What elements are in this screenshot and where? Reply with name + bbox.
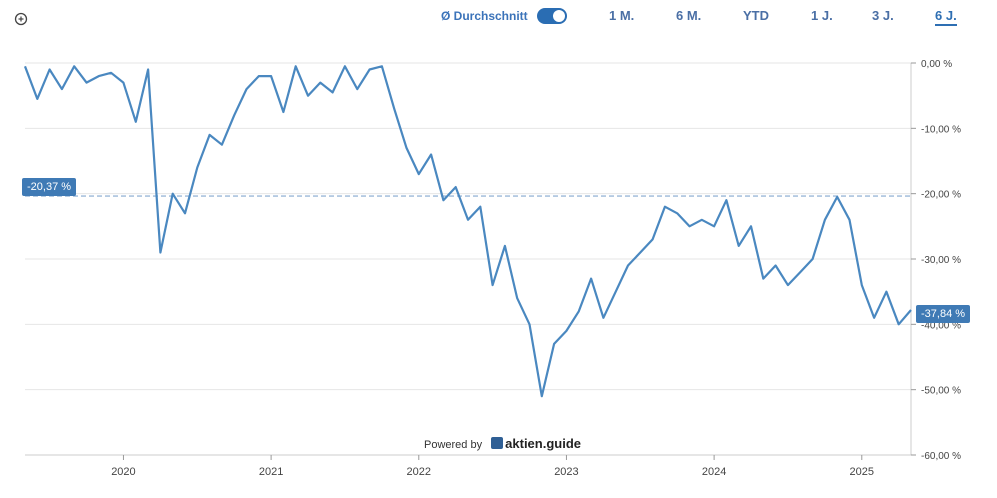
- y-tick-label: -30,00 %: [921, 255, 961, 266]
- y-axis-ticks: 0,00 % -10,00 % -20,00 % -30,00 % -40,00 % -5…: [911, 59, 961, 462]
- range-3y-button[interactable]: 3 J.: [872, 8, 894, 23]
- brand-name[interactable]: aktien.guide: [505, 436, 582, 451]
- powered-by-text: Powered by: [424, 439, 483, 451]
- range-1m-button[interactable]: 1 M.: [609, 8, 635, 23]
- toggle-knob: [553, 10, 565, 22]
- series-line: [23, 65, 912, 398]
- x-tick-label: 2025: [850, 466, 874, 478]
- grid-lines: [25, 62, 912, 456]
- range-6y-button[interactable]: 6 J.: [935, 8, 957, 26]
- powered-by: Powered by aktien.guide: [424, 436, 581, 451]
- range-6m-button[interactable]: 6 M.: [676, 8, 702, 23]
- x-tick-label: 2021: [259, 466, 283, 478]
- x-tick-label: 2024: [702, 466, 726, 478]
- y-tick-label: -10,00 %: [921, 124, 961, 135]
- y-tick-label: -50,00 %: [921, 386, 961, 397]
- x-tick-label: 2020: [111, 466, 135, 478]
- current-value-badge: -37,84 %: [916, 305, 971, 323]
- average-value-badge: -20,37 %: [22, 178, 77, 196]
- average-toggle[interactable]: [537, 8, 567, 24]
- range-ytd-button[interactable]: YTD: [743, 8, 769, 23]
- y-tick-label: 0,00 %: [921, 59, 952, 70]
- average-toggle-label: Ø Durchschnitt: [441, 9, 528, 23]
- y-tick-label: -20,00 %: [921, 190, 961, 201]
- range-1y-button[interactable]: 1 J.: [811, 8, 833, 23]
- x-axis-ticks: 2020 2021 2022 2023 2024 2025: [111, 455, 874, 478]
- brand-logo-icon: [491, 437, 504, 449]
- x-tick-label: 2022: [407, 466, 431, 478]
- zoom-in-icon[interactable]: [14, 12, 28, 26]
- y-tick-label: -40,00 %: [921, 320, 961, 331]
- y-tick-label: -60,00 %: [921, 451, 961, 462]
- x-tick-label: 2023: [554, 466, 578, 478]
